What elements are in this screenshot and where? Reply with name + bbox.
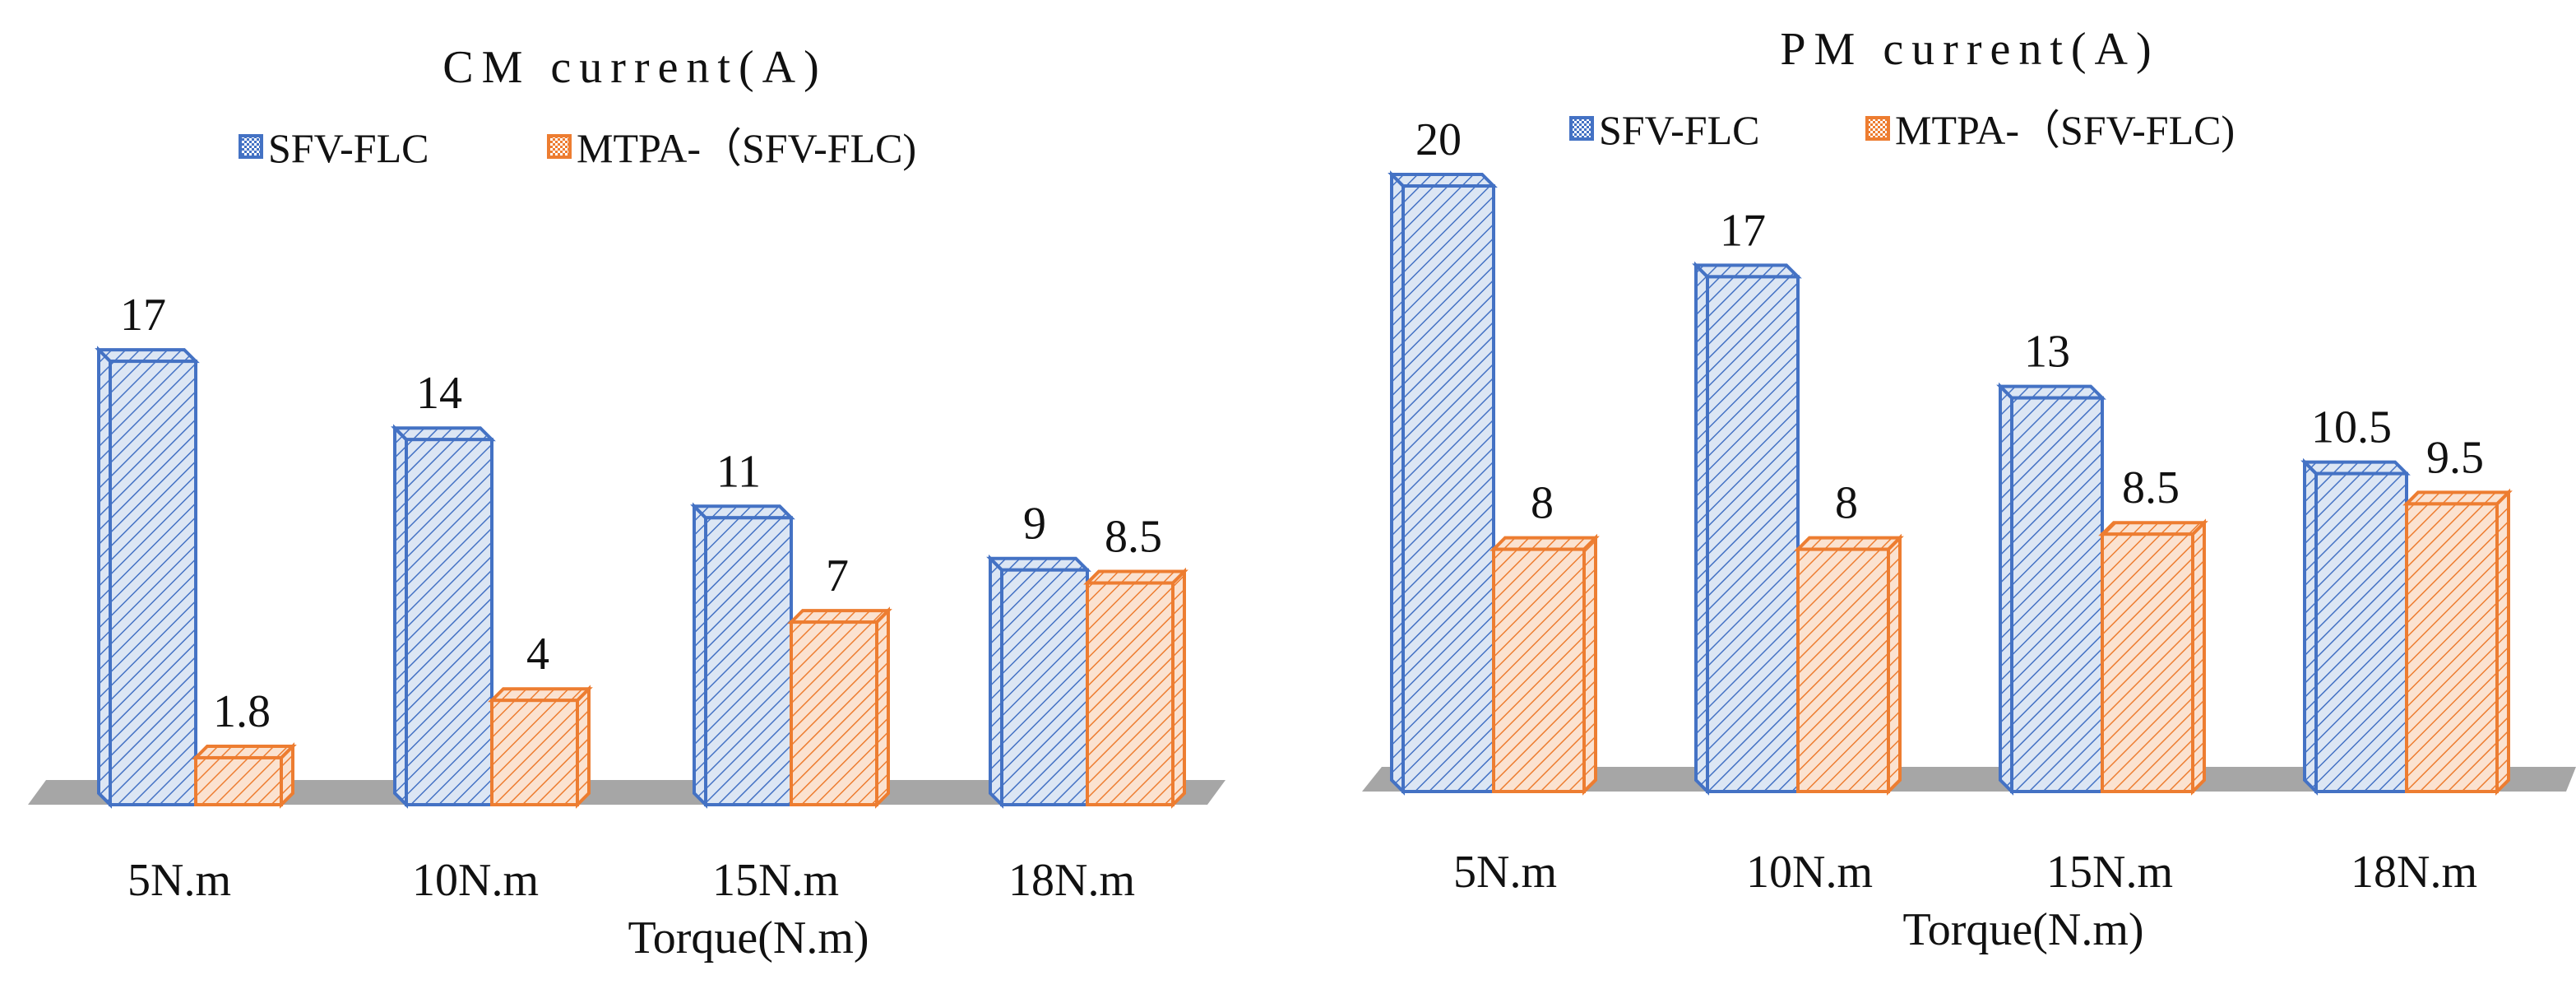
bar-side xyxy=(2495,488,2510,796)
bar-side xyxy=(693,502,707,809)
bar xyxy=(194,755,283,807)
legend: SFV-FLC MTPA-（SFV-FLC) xyxy=(1569,107,2235,153)
chart-title: CM current(A) xyxy=(442,42,827,93)
x-tick-label: 18N.m xyxy=(1008,855,1135,906)
bar-side xyxy=(1390,170,1405,796)
bar xyxy=(1086,581,1174,806)
bar xyxy=(490,699,579,807)
bar-side xyxy=(1887,533,1902,796)
legend-label-mtpa: MTPA-（SFV-FLC) xyxy=(577,125,916,171)
bars-group: 20 8 17 8 13 8.5 10.5 9.5 xyxy=(1388,114,2513,796)
bar-top xyxy=(1388,173,1498,188)
bar-top xyxy=(986,556,1091,572)
x-tick-label: 15N.m xyxy=(2046,847,2173,898)
x-tick-label: 18N.m xyxy=(2351,847,2477,898)
bar-side xyxy=(875,606,890,809)
bar xyxy=(1492,547,1586,793)
chart-floor xyxy=(1362,767,2576,792)
bar xyxy=(2405,502,2499,794)
data-label: 4 xyxy=(526,629,549,680)
bar-top xyxy=(1794,536,1904,551)
bar-top xyxy=(2098,521,2208,536)
data-label: 9 xyxy=(1023,499,1046,550)
bar-top xyxy=(1083,569,1188,585)
bar-side xyxy=(1171,567,1186,809)
bar xyxy=(2101,532,2194,793)
bar-side xyxy=(97,346,112,809)
data-label: 8.5 xyxy=(1105,512,1162,563)
data-label: 7 xyxy=(826,550,849,601)
bar xyxy=(1402,184,1495,793)
legend: SFV-FLC MTPA-（SFV-FLC) xyxy=(239,125,916,171)
data-label: 17 xyxy=(120,290,166,341)
data-label: 17 xyxy=(1720,205,1766,256)
bar-side xyxy=(1582,533,1597,796)
x-tick-label: 15N.m xyxy=(712,855,839,906)
bar xyxy=(1706,275,1800,793)
x-tick-label: 10N.m xyxy=(412,855,539,906)
chart-floor xyxy=(28,780,1225,805)
x-axis-ticks: 5N.m 10N.m 15N.m 18N.m xyxy=(127,855,1135,906)
bar xyxy=(1796,547,1890,793)
bar xyxy=(2010,396,2104,793)
legend-marker-sfv-flc xyxy=(239,134,263,159)
data-label: 10.5 xyxy=(2311,402,2392,453)
legend-label-mtpa: MTPA-（SFV-FLC) xyxy=(1895,107,2235,153)
bar-top xyxy=(2402,490,2513,506)
bar-side xyxy=(1694,261,1709,796)
bar-top xyxy=(95,348,200,364)
data-label: 8 xyxy=(1531,478,1554,529)
bar xyxy=(109,360,197,807)
legend-label-sfv-flc: SFV-FLC xyxy=(268,125,429,171)
x-tick-label: 10N.m xyxy=(1746,847,1873,898)
data-label: 8.5 xyxy=(2122,462,2180,513)
data-label: 14 xyxy=(416,368,462,419)
data-label: 8 xyxy=(1835,478,1858,529)
data-label: 1.8 xyxy=(213,686,271,737)
bar-side xyxy=(2191,518,2206,796)
bar xyxy=(790,620,878,806)
bar-top xyxy=(192,744,297,759)
data-label: 20 xyxy=(1415,114,1462,165)
bar-side xyxy=(393,424,408,809)
chart-cm: 17 1.8 14 4 11 7 9 8.5 CM current(A) SFV-FLC MT… xyxy=(28,42,1225,963)
bar-top xyxy=(1996,384,2106,400)
bar xyxy=(1000,568,1089,806)
bar-side xyxy=(576,685,591,809)
bar-top xyxy=(787,609,892,625)
x-tick-label: 5N.m xyxy=(1453,847,1557,898)
legend-marker-mtpa xyxy=(547,134,572,159)
x-tick-label: 5N.m xyxy=(127,855,231,906)
legend-marker-sfv-flc xyxy=(1569,116,1594,141)
bar-top xyxy=(391,426,496,442)
bar-top xyxy=(1692,263,1802,279)
legend-marker-mtpa xyxy=(1865,116,1890,141)
bar xyxy=(704,516,793,806)
bar-top xyxy=(488,687,593,703)
chart-title: PM current(A) xyxy=(1780,24,2159,75)
x-axis-title: Torque(N.m) xyxy=(1902,904,2143,955)
bar xyxy=(2314,471,2408,793)
x-axis-title: Torque(N.m) xyxy=(628,912,869,963)
chart-pm: 20 8 17 8 13 8.5 10.5 9.5 PM current(A) SFV-FLC… xyxy=(1362,24,2576,955)
data-label: 11 xyxy=(716,446,761,497)
data-label: 9.5 xyxy=(2426,432,2484,483)
x-axis-ticks: 5N.m 10N.m 15N.m 18N.m xyxy=(1453,847,2477,898)
legend-label-sfv-flc: SFV-FLC xyxy=(1599,107,1759,153)
bar-top xyxy=(690,504,795,520)
bar xyxy=(405,438,493,806)
bars-group: 17 1.8 14 4 11 7 9 8.5 xyxy=(95,290,1188,809)
bar-side xyxy=(2303,457,2318,796)
bar-side xyxy=(1999,382,2013,796)
data-label: 13 xyxy=(2024,327,2070,378)
bar-top xyxy=(2300,460,2411,476)
bar-top xyxy=(1490,536,1600,551)
bar-side xyxy=(989,554,1003,809)
